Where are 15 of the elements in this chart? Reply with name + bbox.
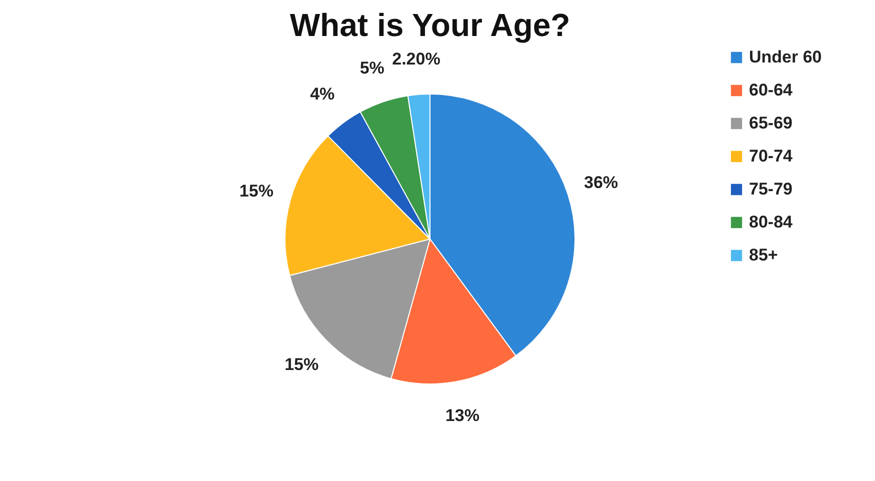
- data-label: 15%: [284, 355, 319, 374]
- data-label: 36%: [584, 172, 618, 192]
- data-label: 2.20%: [392, 50, 440, 69]
- data-label: 4%: [310, 84, 335, 104]
- legend-label: 80-84: [749, 212, 794, 232]
- chart-title: What is Your Age?: [290, 7, 570, 43]
- legend-label: 85+: [749, 246, 778, 264]
- legend-label: 75-79: [749, 180, 792, 198]
- legend-label: 60-64: [749, 80, 794, 100]
- data-label: 15%: [239, 181, 274, 200]
- legend-label: Under 60: [749, 48, 822, 66]
- data-label: 5%: [360, 58, 384, 78]
- legend-label: 65-69: [749, 114, 792, 132]
- data-label: 13%: [445, 406, 480, 426]
- legend-label: 70-74: [749, 146, 794, 166]
